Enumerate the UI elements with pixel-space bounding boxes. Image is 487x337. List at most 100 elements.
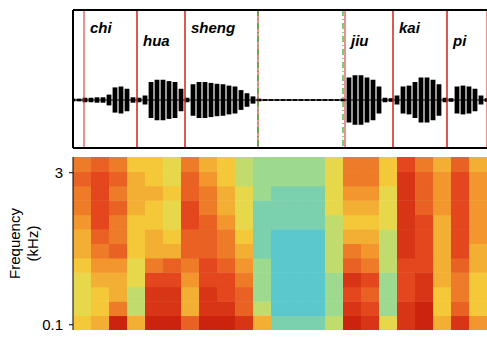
spectrogram-cell — [271, 229, 290, 244]
spectrogram-cell — [343, 157, 362, 172]
waveform-sample — [77, 99, 82, 102]
syllable-boundary — [345, 10, 346, 148]
spectrogram-cell — [397, 272, 416, 287]
spectrogram-cell — [235, 171, 254, 186]
spectrogram-cell — [343, 244, 362, 259]
spectrogram-cells — [73, 157, 487, 330]
waveform-sample — [269, 99, 274, 101]
spectrogram-cell — [415, 301, 434, 316]
spectrogram-cell — [163, 316, 182, 330]
spectrogram-cell — [433, 272, 452, 287]
spectrogram-cell — [109, 157, 128, 172]
spectrogram-cell — [307, 215, 326, 230]
spectrogram-cell — [343, 258, 362, 273]
y-axis — [73, 157, 74, 330]
spectrogram-cell — [73, 272, 92, 287]
spectrogram-cell — [379, 258, 398, 273]
spectrogram-cell — [343, 316, 362, 330]
spectrogram-cell — [217, 200, 236, 215]
spectrogram-cell — [343, 287, 362, 302]
spectrogram-cell — [181, 157, 200, 172]
spectrogram-cell — [235, 258, 254, 273]
spectrogram-cell — [253, 272, 272, 287]
spectrogram-cell — [253, 244, 272, 259]
spectrogram-cell — [181, 287, 200, 302]
spectrogram-cell — [397, 258, 416, 273]
spectrogram-cell — [253, 200, 272, 215]
spectrogram-cell — [361, 316, 380, 330]
spectrogram-cell — [379, 229, 398, 244]
spectrogram-cell — [397, 316, 416, 330]
spectrogram-cell — [433, 258, 452, 273]
spectrogram-cell — [91, 157, 110, 172]
syllable-boundary — [84, 10, 85, 148]
spectrogram-cell — [415, 258, 434, 273]
spectrogram-cell — [199, 258, 218, 273]
spectrogram-cell — [199, 272, 218, 287]
syllable-label: kai — [399, 19, 421, 36]
spectrogram-cell — [253, 287, 272, 302]
label-line: (kHz) — [24, 226, 41, 262]
spectrogram-cell — [271, 186, 290, 201]
waveform-sample — [287, 99, 292, 101]
spectrogram-cell — [145, 171, 164, 186]
spectrogram-cell — [289, 215, 308, 230]
spectrogram-cell — [325, 244, 344, 259]
spectrogram-cell — [181, 272, 200, 287]
spectrogram-cell — [397, 244, 416, 259]
spectrogram-cell — [415, 287, 434, 302]
waveform-sample — [239, 90, 244, 110]
syllable-boundary — [137, 10, 138, 148]
spectrogram-cell — [109, 258, 128, 273]
spectrogram-cell — [163, 272, 182, 287]
spectrogram-cell — [307, 301, 326, 316]
spectrogram-cell — [451, 244, 470, 259]
waveform-sample — [425, 78, 430, 123]
spectrogram-cell — [379, 272, 398, 287]
spectrogram-cell — [253, 215, 272, 230]
spectrogram-cell — [217, 157, 236, 172]
spectrogram-cell — [217, 244, 236, 259]
spectrogram-cell — [415, 186, 434, 201]
spectrogram-cell — [271, 171, 290, 186]
spectrogram-cell — [163, 157, 182, 172]
spectrogram-cell — [181, 186, 200, 201]
waveform-sample — [407, 86, 412, 115]
spectrogram-cell — [379, 200, 398, 215]
pause-boundary — [342, 10, 343, 148]
spectrogram-cell — [271, 301, 290, 316]
spectrogram-cell — [343, 186, 362, 201]
spectrogram-cell — [91, 316, 110, 330]
waveform-sample — [455, 87, 460, 114]
spectrogram-cell — [379, 301, 398, 316]
spectrogram-cell — [361, 157, 380, 172]
spectrogram-cell — [91, 200, 110, 215]
spectrogram-cell — [325, 258, 344, 273]
spectrogram-cell — [145, 157, 164, 172]
waveform-panel: chihuashengjiukaipi — [71, 10, 487, 148]
waveform-sample — [233, 87, 238, 114]
spectrogram-cell — [109, 229, 128, 244]
spectrogram-cell — [217, 215, 236, 230]
waveform-sample — [323, 99, 328, 101]
spectrogram-cell — [91, 229, 110, 244]
spectrogram-cell — [325, 229, 344, 244]
spectrogram-cell — [181, 171, 200, 186]
spectrogram-cell — [73, 215, 92, 230]
spectrogram-cell — [289, 316, 308, 330]
waveform-sample — [437, 84, 442, 116]
spectrogram-cell — [469, 200, 487, 215]
spectrogram-cell — [217, 287, 236, 302]
waveform-sample — [143, 96, 148, 105]
spectrogram-cell — [127, 200, 146, 215]
waveform-sample — [125, 89, 130, 112]
syllable-boundary — [447, 10, 448, 148]
spectrogram-cell — [199, 215, 218, 230]
spectrogram-cell — [91, 244, 110, 259]
waveform-sample — [479, 96, 484, 105]
spectrogram-cell — [73, 244, 92, 259]
spectrogram-cell — [397, 171, 416, 186]
spectrogram-cell — [451, 229, 470, 244]
spectrogram-cell — [91, 171, 110, 186]
spectrogram-cell — [145, 258, 164, 273]
